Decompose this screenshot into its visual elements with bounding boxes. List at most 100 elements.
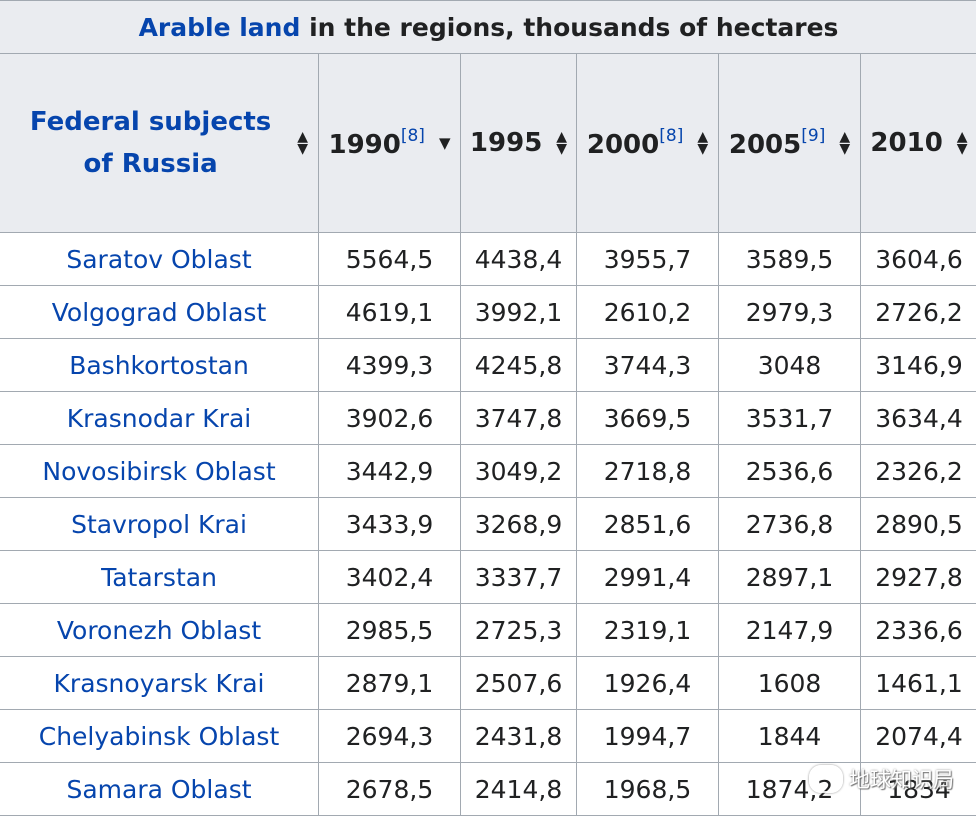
table-row: Bashkortostan 4399,3 4245,8 3744,3 3048 … [0, 338, 976, 392]
cell-1990: 3902,6 [318, 391, 461, 445]
caption-link-arable-land[interactable]: Arable land [138, 12, 301, 42]
cell-1990: 2678,5 [318, 762, 461, 816]
table-row: Saratov Oblast 5564,5 4438,4 3955,7 3589… [0, 232, 976, 286]
cell-1995: 3992,1 [460, 285, 577, 339]
cell-2000: 3744,3 [576, 338, 719, 392]
cell-1995: 4438,4 [460, 232, 577, 286]
cell-1990: 2879,1 [318, 656, 461, 710]
column-header-2010[interactable]: 2010 ▲ ▼ [860, 53, 976, 233]
cell-2005: 1608 [718, 656, 861, 710]
region-link[interactable]: Bashkortostan [0, 338, 319, 392]
cell-2010: 2336,6 [860, 603, 976, 657]
column-header-2000[interactable]: 2000[8] ▲ ▼ [576, 53, 719, 233]
column-header-1995[interactable]: 1995 ▲ ▼ [460, 53, 577, 233]
cell-2005: 2536,6 [718, 444, 861, 498]
cell-2010: 3146,9 [860, 338, 976, 392]
cell-1990: 4619,1 [318, 285, 461, 339]
reference-link[interactable]: [8] [659, 126, 684, 146]
column-header-label: 2010 [870, 128, 943, 158]
table-row: Samara Oblast 2678,5 2414,8 1968,5 1874,… [0, 762, 976, 816]
cell-1990: 3433,9 [318, 497, 461, 551]
cell-1995: 2431,8 [460, 709, 577, 763]
cell-2000: 2851,6 [576, 497, 719, 551]
table-row: Volgograd Oblast 4619,1 3992,1 2610,2 29… [0, 285, 976, 339]
region-link[interactable]: Voronezh Oblast [0, 603, 319, 657]
table-row: Novosibirsk Oblast 3442,9 3049,2 2718,8 … [0, 444, 976, 498]
cell-2005: 2736,8 [718, 497, 861, 551]
cell-2005: 3048 [718, 338, 861, 392]
cell-1995: 3049,2 [460, 444, 577, 498]
reference-link[interactable]: [9] [801, 126, 826, 146]
table-row: Tatarstan 3402,4 3337,7 2991,4 2897,1 29… [0, 550, 976, 604]
cell-2000: 1968,5 [576, 762, 719, 816]
cell-1995: 3337,7 [460, 550, 577, 604]
cell-2010: 1461,1 [860, 656, 976, 710]
table-row: Voronezh Oblast 2985,5 2725,3 2319,1 214… [0, 603, 976, 657]
cell-1995: 3747,8 [460, 391, 577, 445]
cell-1995: 3268,9 [460, 497, 577, 551]
cell-1995: 2725,3 [460, 603, 577, 657]
cell-2000: 3669,5 [576, 391, 719, 445]
sort-icon[interactable]: ▲ ▼ [839, 129, 851, 157]
column-header-1990[interactable]: 1990[8] ▼ [318, 53, 461, 233]
watermark: 地球知识局 [809, 764, 954, 794]
cell-1990: 3442,9 [318, 444, 461, 498]
cell-1990: 3402,4 [318, 550, 461, 604]
watermark-text: 地球知识局 [849, 768, 954, 792]
cell-1990: 5564,5 [318, 232, 461, 286]
column-header-2005[interactable]: 2005[9] ▲ ▼ [718, 53, 861, 233]
region-link[interactable]: Tatarstan [0, 550, 319, 604]
cell-2000: 2991,4 [576, 550, 719, 604]
cell-2010: 3634,4 [860, 391, 976, 445]
cell-1990: 4399,3 [318, 338, 461, 392]
cell-2005: 2147,9 [718, 603, 861, 657]
sort-descending-icon[interactable]: ▼ [438, 134, 451, 152]
table-row: Krasnoyarsk Krai 2879,1 2507,6 1926,4 16… [0, 656, 976, 710]
region-link[interactable]: Volgograd Oblast [0, 285, 319, 339]
cell-2010: 2726,2 [860, 285, 976, 339]
region-link[interactable]: Novosibirsk Oblast [0, 444, 319, 498]
column-header-federal-subjects[interactable]: Federal subjects of Russia ▲ ▼ [0, 53, 319, 233]
table-row: Krasnodar Krai 3902,6 3747,8 3669,5 3531… [0, 391, 976, 445]
table-row: Chelyabinsk Oblast 2694,3 2431,8 1994,7 … [0, 709, 976, 763]
cell-2000: 2718,8 [576, 444, 719, 498]
column-header-label: Federal subjects of Russia [29, 107, 272, 179]
cell-2010: 2326,2 [860, 444, 976, 498]
cell-2010: 2074,4 [860, 709, 976, 763]
cell-1990: 2694,3 [318, 709, 461, 763]
column-header-label: 1990 [328, 130, 401, 160]
cell-1995: 2507,6 [460, 656, 577, 710]
cell-2000: 1926,4 [576, 656, 719, 710]
region-link[interactable]: Saratov Oblast [0, 232, 319, 286]
cell-2010: 3604,6 [860, 232, 976, 286]
region-link[interactable]: Chelyabinsk Oblast [0, 709, 319, 763]
cell-1990: 2985,5 [318, 603, 461, 657]
reference-link[interactable]: [8] [400, 126, 425, 146]
cell-1995: 4245,8 [460, 338, 577, 392]
cell-2000: 2319,1 [576, 603, 719, 657]
sort-icon[interactable]: ▲ ▼ [956, 129, 968, 157]
cell-2005: 2897,1 [718, 550, 861, 604]
wechat-logo-icon [809, 765, 843, 793]
region-link[interactable]: Samara Oblast [0, 762, 319, 816]
column-header-label: 2000 [586, 130, 660, 160]
column-header-label: 2005 [728, 130, 802, 160]
sort-icon[interactable]: ▲ ▼ [556, 129, 568, 157]
cell-2005: 3531,7 [718, 391, 861, 445]
sort-icon[interactable]: ▲ ▼ [697, 129, 709, 157]
caption-text: in the regions, thousands of hectares [300, 12, 839, 42]
cell-2005: 3589,5 [718, 232, 861, 286]
region-link[interactable]: Krasnoyarsk Krai [0, 656, 319, 710]
cell-2000: 1994,7 [576, 709, 719, 763]
cell-2000: 3955,7 [576, 232, 719, 286]
cell-2010: 2890,5 [860, 497, 976, 551]
cell-2005: 2979,3 [718, 285, 861, 339]
cell-2000: 2610,2 [576, 285, 719, 339]
region-link[interactable]: Stavropol Krai [0, 497, 319, 551]
region-link[interactable]: Krasnodar Krai [0, 391, 319, 445]
cell-1995: 2414,8 [460, 762, 577, 816]
cell-2010: 1834 [860, 762, 976, 816]
sort-icon[interactable]: ▲ ▼ [297, 129, 308, 157]
